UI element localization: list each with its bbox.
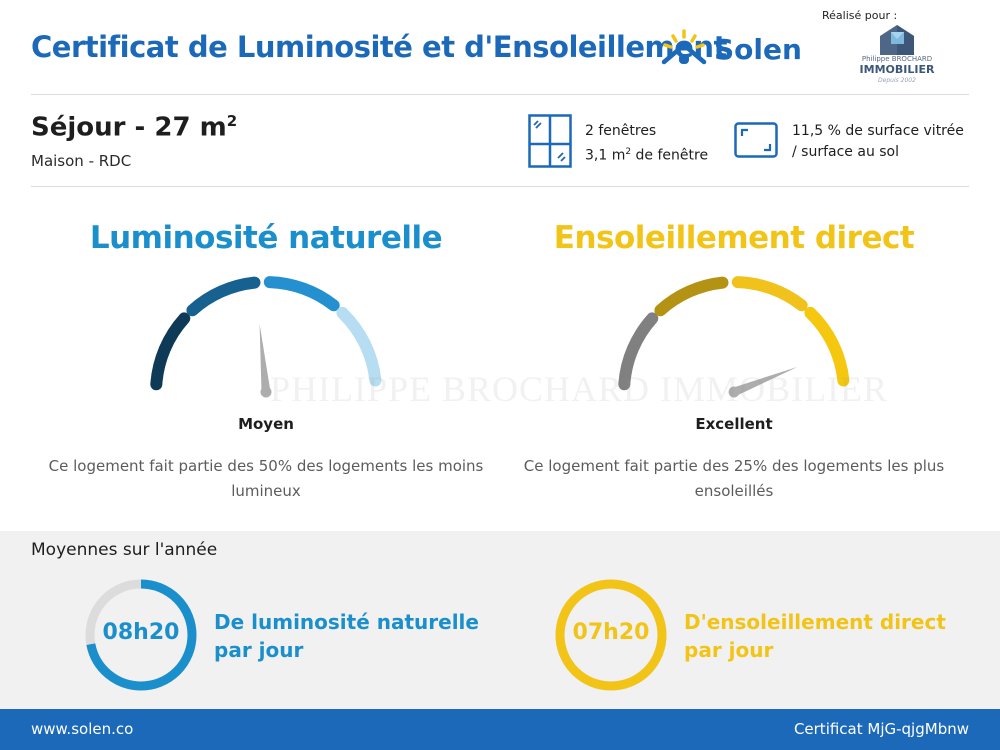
room-location: Maison - RDC: [31, 152, 132, 170]
room-name: Séjour - 27 m: [31, 112, 227, 143]
certificate-id: Certificat MjG-qjgMbnw: [793, 720, 969, 738]
sunshine-hours-ring: [555, 579, 667, 691]
luminosity-ring-fill: [85, 579, 197, 691]
page-title: Certificat de Luminosité et d'Ensoleille…: [31, 30, 727, 64]
sunshine-hours-label-line2: par jour: [684, 638, 774, 662]
sun-house-icon: [661, 29, 707, 65]
luminosity-description: Ce logement fait partie des 50% des loge…: [48, 457, 484, 500]
room-area-exponent: 2: [226, 112, 238, 130]
luminosity-gauge-segment: [263, 276, 340, 312]
agency-logo: Philippe BROCHARD IMMOBILIER Depuis 2002: [858, 22, 936, 92]
surface-ratio-info: 11,5 % de surface vitrée / surface au so…: [792, 121, 964, 163]
sunshine-hours-label: D'ensoleillement direct par jour: [684, 608, 946, 664]
surface-ratio-line1: 11,5 % de surface vitrée: [792, 123, 964, 139]
window-info: 2 fenêtres 3,1 m2 de fenêtre: [585, 121, 708, 167]
sunshine-gauge-segment: [731, 276, 808, 312]
website-link[interactable]: www.solen.co: [31, 720, 134, 738]
luminosity-hours-label-line2: par jour: [214, 638, 304, 662]
made-for-label: Réalisé pour :: [822, 9, 898, 22]
luminosity-hours-ring: [85, 579, 197, 691]
luminosity-gauge-needle: [259, 324, 272, 398]
sunshine-gauge-segment: [654, 276, 729, 317]
footer: www.solen.co Certificat MjG-qjgMbnw: [0, 709, 1000, 750]
luminosity-gauge-segment: [336, 306, 382, 387]
sunshine-gauge-segment: [804, 306, 850, 387]
window-count: 2 fenêtres: [585, 123, 657, 139]
luminosity-gauge-segment: [186, 276, 261, 317]
sunshine-hours-label-line1: D'ensoleillement direct: [684, 610, 946, 634]
sunshine-level: Excellent: [695, 415, 773, 433]
sunshine-hours-value: 07h20: [572, 620, 650, 645]
luminosity-gauge: [150, 276, 382, 398]
luminosity-gauge-segment: [150, 312, 191, 391]
sunshine-gauge: [618, 276, 850, 398]
window-area: 3,1 m2 de fenêtre: [585, 142, 708, 167]
yearly-averages-title: Moyennes sur l'année: [31, 540, 218, 560]
agency-tagline: Depuis 2002: [878, 77, 916, 84]
luminosity-title: Luminosité naturelle: [89, 220, 443, 256]
luminosity-hours-label-line1: De luminosité naturelle: [214, 610, 479, 634]
sunshine-ring-fill: [555, 579, 667, 691]
sunshine-gauge-needle: [728, 366, 798, 398]
agency-watermark: PHILIPPE BROCHARD IMMOBILIER: [270, 369, 889, 409]
solen-wordmark: Solen: [714, 33, 802, 66]
luminosity-hours-value: 08h20: [102, 620, 180, 645]
luminosity-level: Moyen: [238, 415, 294, 433]
sunshine-title: Ensoleillement direct: [553, 220, 915, 256]
window-icon: [528, 114, 572, 168]
agency-owner-name: Philippe BROCHARD: [861, 55, 933, 63]
solen-logo[interactable]: Solen: [660, 28, 810, 72]
sunshine-gauge-segment: [618, 312, 659, 391]
surface-ratio-icon: [734, 122, 778, 158]
window-area-exponent: 2: [625, 147, 632, 157]
surface-ratio-line2: / surface au sol: [792, 144, 900, 160]
luminosity-hours-label: De luminosité naturelle par jour: [214, 608, 479, 664]
window-area-unit: de fenêtre: [631, 147, 709, 164]
divider: [31, 94, 969, 95]
agency-house-icon: [880, 25, 914, 55]
window-area-value: 3,1 m: [585, 147, 626, 164]
sunshine-description: Ce logement fait partie des 25% des loge…: [523, 457, 945, 500]
room-title: Séjour - 27 m2: [31, 112, 237, 143]
agency-name: IMMOBILIER: [859, 63, 935, 76]
divider: [31, 186, 969, 187]
